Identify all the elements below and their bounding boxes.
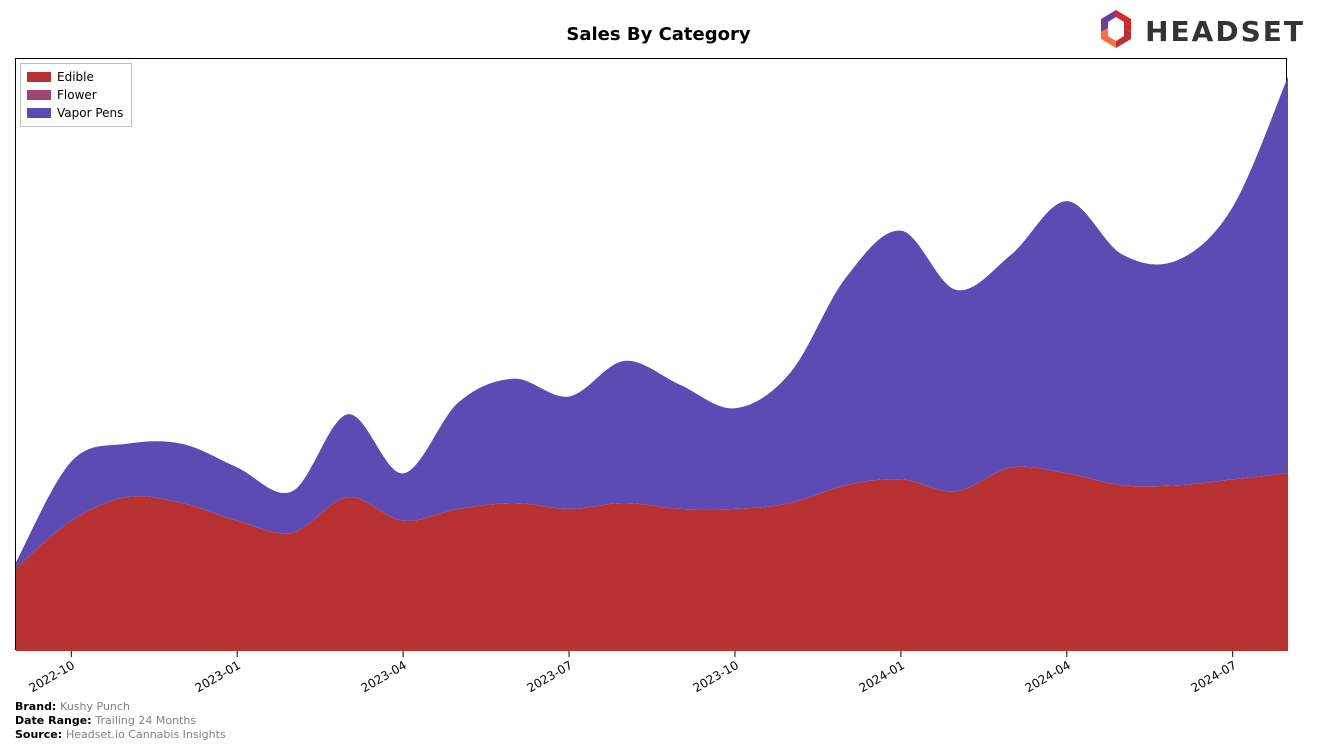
x-tick-label: 2024-07 — [1188, 658, 1238, 695]
page-root: { "title": { "text": "Sales By Category"… — [0, 0, 1317, 745]
footer-line: Date Range: Trailing 24 Months — [15, 714, 226, 728]
x-tick-label: 2024-04 — [1022, 658, 1072, 695]
x-tick-label: 2023-04 — [359, 658, 409, 695]
footer-line: Source: Headset.io Cannabis Insights — [15, 728, 226, 742]
footer-value: Kushy Punch — [60, 700, 130, 713]
x-tick-label: 2022-10 — [27, 658, 77, 695]
chart-footer: Brand: Kushy PunchDate Range: Trailing 2… — [15, 700, 226, 742]
legend-swatch — [27, 108, 51, 118]
legend-item-flower: Flower — [27, 86, 123, 104]
chart-plot-area: EdibleFlowerVapor Pens — [15, 58, 1287, 650]
footer-value: Trailing 24 Months — [95, 714, 196, 727]
chart-title: Sales By Category — [0, 24, 1317, 45]
footer-label: Date Range: — [15, 714, 95, 727]
footer-line: Brand: Kushy Punch — [15, 700, 226, 714]
legend-swatch — [27, 72, 51, 82]
footer-value: Headset.io Cannabis Insights — [66, 728, 226, 741]
x-tick-label: 2024-01 — [856, 658, 906, 695]
legend-swatch — [27, 90, 51, 100]
legend-item-edible: Edible — [27, 68, 123, 86]
legend-label: Edible — [57, 68, 94, 86]
x-tick-label: 2023-07 — [525, 658, 575, 695]
legend-label: Vapor Pens — [57, 104, 123, 122]
legend-item-vapor-pens: Vapor Pens — [27, 104, 123, 122]
area-chart-svg — [16, 59, 1288, 659]
x-tick-label: 2023-01 — [193, 658, 243, 695]
x-tick-label: 2023-10 — [691, 658, 741, 695]
chart-legend: EdibleFlowerVapor Pens — [20, 63, 132, 127]
footer-label: Source: — [15, 728, 66, 741]
legend-label: Flower — [57, 86, 97, 104]
footer-label: Brand: — [15, 700, 60, 713]
